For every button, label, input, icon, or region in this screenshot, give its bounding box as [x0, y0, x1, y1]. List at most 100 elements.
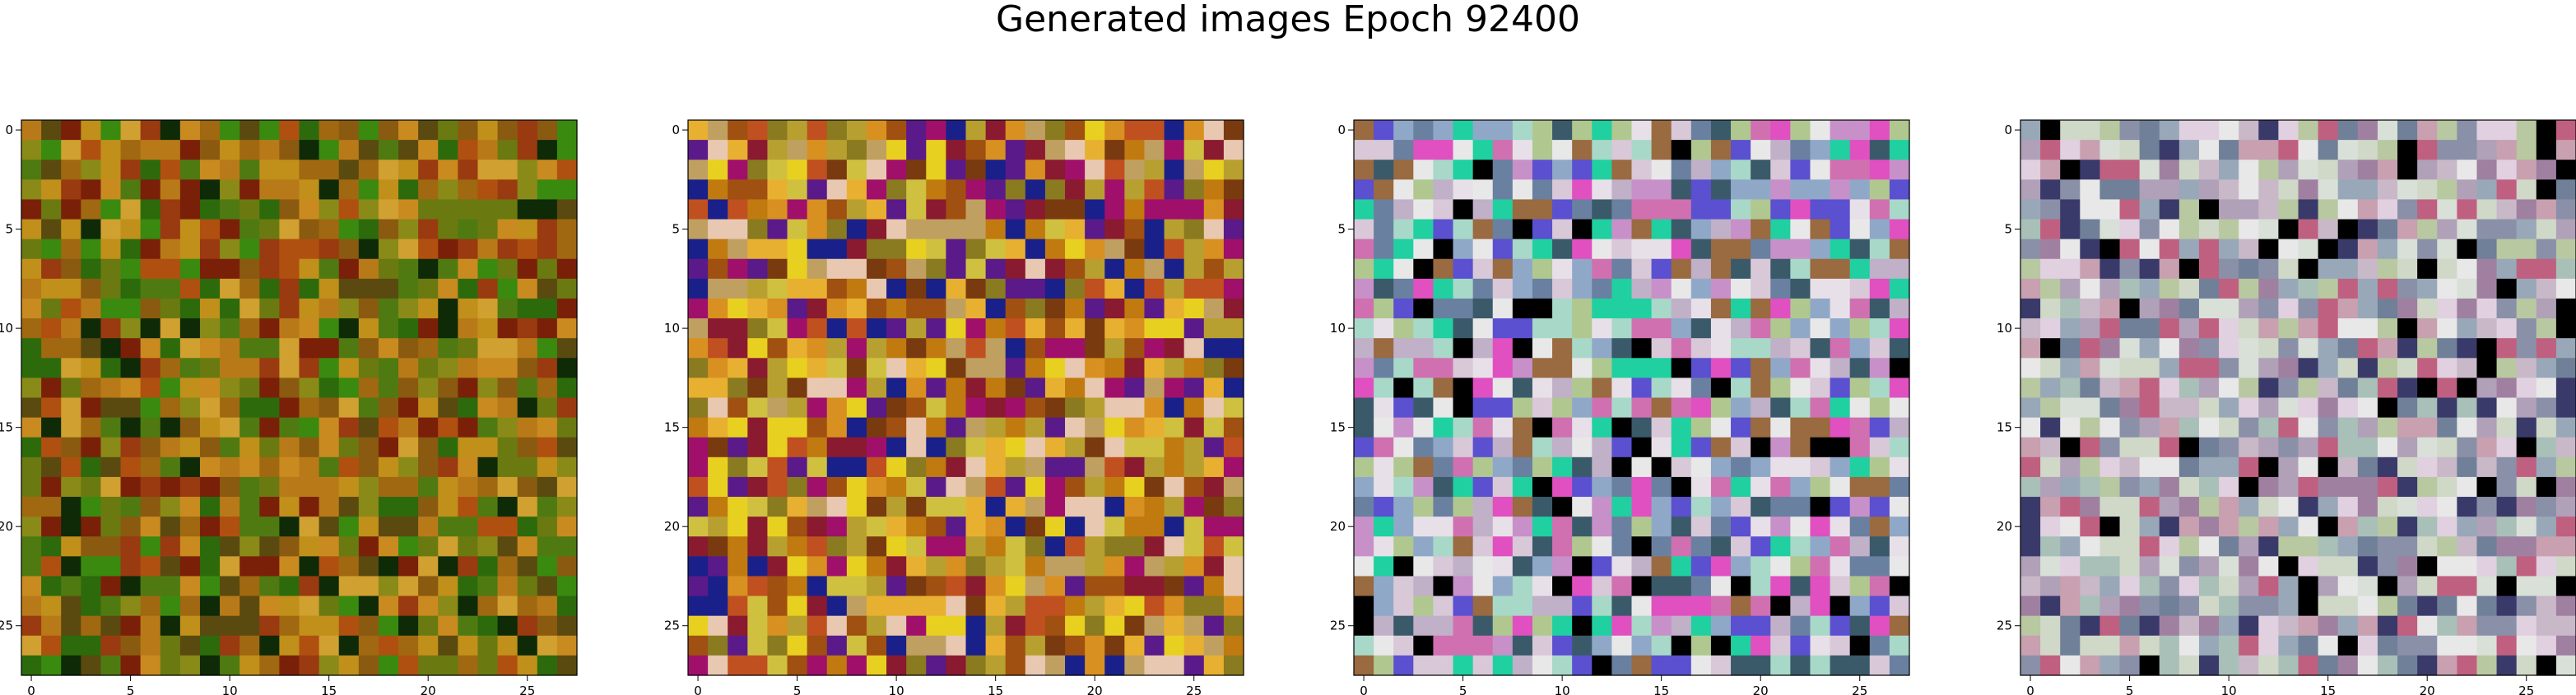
pixel-cell: [1472, 219, 1494, 240]
pixel-cell: [926, 298, 946, 319]
pixel-cell: [2060, 120, 2081, 141]
pixel-cell: [1572, 556, 1593, 577]
pixel-cell: [1492, 378, 1514, 399]
pixel-cell: [826, 219, 848, 240]
pixel-cell: [1770, 615, 1791, 637]
pixel-cell: [1631, 397, 1653, 419]
x-tick-label: 0: [2026, 683, 2034, 695]
pixel-cell: [1611, 456, 1633, 478]
pixel-cell: [2020, 476, 2041, 498]
pixel-cell: [477, 278, 499, 299]
pixel-cell: [517, 417, 538, 438]
pixel-cell: [2119, 595, 2141, 617]
pixel-cell: [1453, 140, 1474, 160]
pixel-cell: [199, 576, 221, 597]
pixel-cell: [1433, 318, 1454, 339]
pixel-cell: [747, 338, 769, 359]
pixel-cell: [2258, 595, 2279, 617]
pixel-cell: [1393, 417, 1414, 438]
pixel-cell: [1393, 179, 1414, 201]
pixel-cell: [1164, 219, 1185, 240]
pixel-cell: [556, 576, 578, 597]
pixel-cell: [2457, 517, 2478, 537]
pixel-cell: [179, 595, 201, 617]
pixel-cell: [2318, 338, 2339, 359]
pixel-cell: [1552, 239, 1573, 260]
x-tick-label: 0: [694, 683, 702, 695]
pixel-cell: [1671, 517, 1692, 537]
x-tick-label: 10: [1555, 683, 1570, 695]
pixel-cell: [965, 199, 987, 220]
pixel-cell: [1592, 595, 1612, 617]
pixel-cell: [458, 378, 479, 399]
pixel-cell: [1869, 615, 1890, 637]
pixel-cell: [1512, 358, 1533, 378]
pixel-cell: [2357, 338, 2378, 359]
pixel-cell: [220, 140, 240, 160]
pixel-cell: [2060, 517, 2081, 537]
pixel-cell: [1005, 120, 1026, 141]
pixel-cell: [1710, 378, 1732, 399]
pixel-cell: [1572, 298, 1593, 319]
pixel-cell: [1869, 120, 1890, 141]
pixel-cell: [537, 655, 558, 676]
pixel-cell: [846, 417, 867, 438]
pixel-cell: [2239, 338, 2259, 359]
pixel-cell: [21, 199, 42, 220]
pixel-cell: [1025, 160, 1046, 180]
pixel-cell: [2020, 536, 2041, 557]
pixel-cell: [338, 655, 360, 676]
pixel-cell: [1611, 397, 1633, 419]
pixel-cell: [1183, 615, 1205, 637]
pixel-cell: [886, 595, 907, 617]
pixel-cell: [517, 179, 538, 201]
pixel-cell: [2437, 338, 2457, 359]
pixel-cell: [199, 655, 221, 676]
pixel-cell: [1453, 338, 1474, 359]
pixel-cell: [1085, 298, 1105, 319]
pixel-cell: [2119, 497, 2141, 517]
pixel-cell: [2219, 576, 2239, 597]
pixel-cell: [886, 417, 907, 438]
pixel-cell: [1690, 278, 1712, 299]
pixel-cell: [1223, 476, 1244, 498]
pixel-cell: [1690, 556, 1712, 577]
pixel-cell: [1104, 140, 1125, 160]
pixel-cell: [398, 437, 419, 458]
pixel-cell: [2278, 595, 2299, 617]
pixel-cell: [1393, 595, 1414, 617]
pixel-cell: [2040, 456, 2061, 478]
pixel-cell: [2258, 338, 2279, 359]
pixel-cell: [1810, 179, 1831, 201]
pixel-cell: [2099, 456, 2121, 478]
pixel-cell: [2060, 635, 2081, 656]
pixel-cell: [1849, 219, 1871, 240]
pixel-cell: [965, 476, 987, 498]
pixel-cell: [1164, 258, 1185, 280]
pixel-cell: [2159, 239, 2180, 260]
pixel-cell: [1770, 655, 1791, 676]
pixel-cell: [1631, 199, 1653, 220]
pixel-cell: [1085, 258, 1105, 280]
pixel-cell: [1751, 278, 1771, 299]
pixel-cell: [946, 378, 967, 399]
pixel-cell: [2278, 437, 2299, 458]
pixel-cell: [926, 239, 946, 260]
x-tick-label: 25: [2518, 683, 2534, 695]
pixel-cell: [2139, 199, 2160, 220]
pixel-cell: [846, 199, 867, 220]
pixel-cell: [2239, 397, 2259, 419]
pixel-cell: [458, 120, 479, 141]
pixel-cell: [1223, 417, 1244, 438]
pixel-cell: [1611, 437, 1633, 458]
pixel-cell: [418, 536, 439, 557]
pixel-cell: [398, 298, 419, 319]
pixel-cell: [886, 120, 907, 141]
pixel-cell: [2278, 199, 2299, 220]
pixel-cell: [866, 635, 887, 656]
pixel-cell: [1025, 199, 1046, 220]
pixel-cell: [1124, 160, 1146, 180]
pixel-cell: [1889, 219, 1910, 240]
pixel-cell: [2417, 517, 2438, 537]
pixel-cell: [1374, 358, 1394, 378]
